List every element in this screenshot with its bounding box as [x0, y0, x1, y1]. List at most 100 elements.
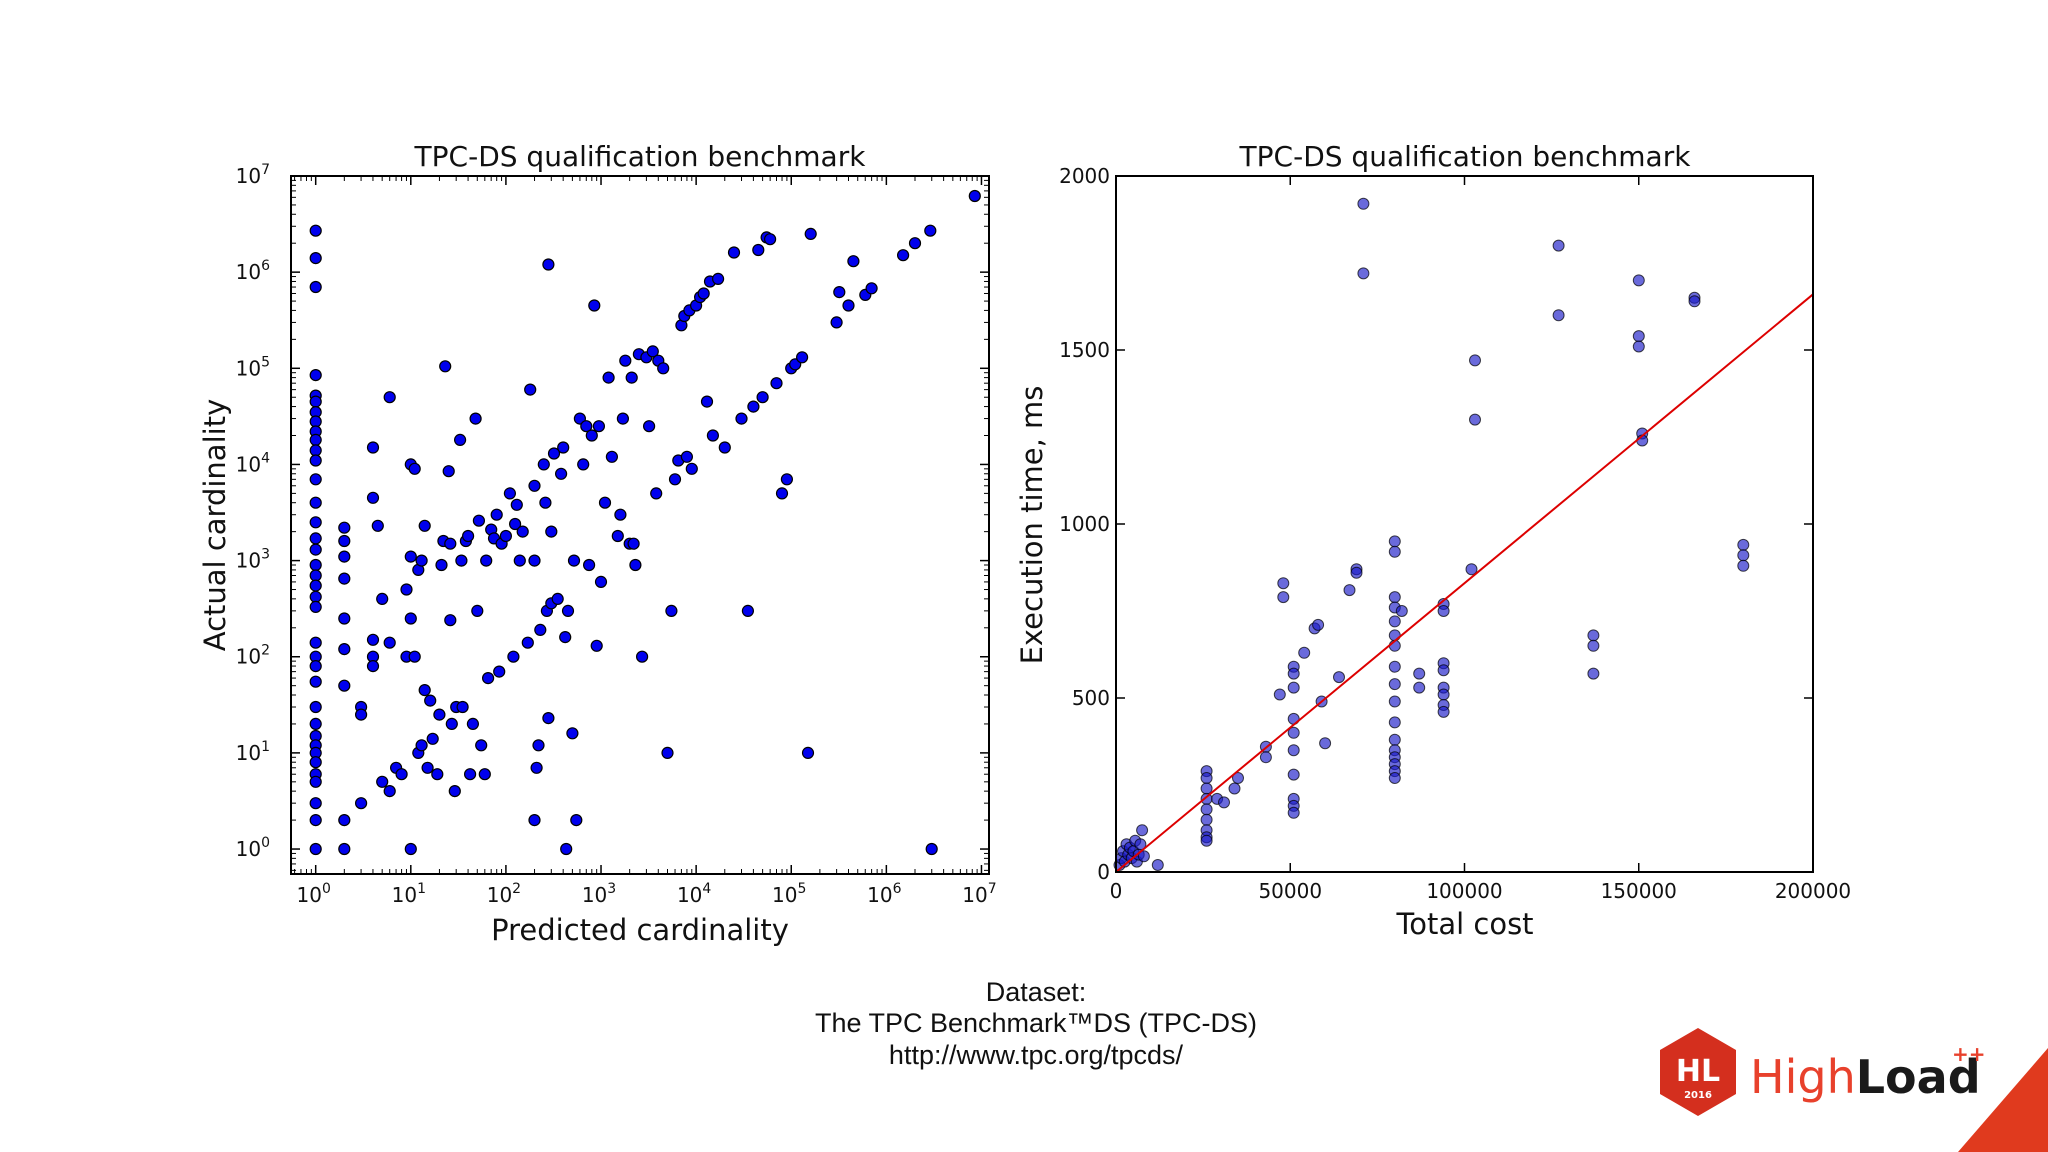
left-x-axis-label: Predicted cardinality [491, 913, 789, 947]
left-data-point [309, 444, 322, 457]
left-data-point [539, 496, 552, 509]
cardinality-scatter-chart: TPC-DS qualification benchmark 100 101 102… [198, 140, 997, 947]
right-data-point [1413, 681, 1426, 694]
right-data-point [1200, 772, 1213, 784]
left-data-point [338, 679, 351, 692]
right-data-point [1737, 559, 1750, 572]
highload-logo: HL 2016 HighLoad ++ [1660, 1028, 2048, 1152]
left-data-point [605, 450, 619, 463]
right-data-point [1437, 605, 1450, 617]
left-data-point [561, 604, 575, 618]
right-x-tick-label: 0 [1110, 879, 1123, 903]
left-data-point [309, 700, 322, 714]
left-data-point [580, 420, 593, 433]
right-chart-title: TPC-DS qualification benchmark [1239, 140, 1692, 173]
right-data-point [1287, 744, 1300, 757]
left-data-point [309, 369, 322, 382]
left-data-point [770, 377, 783, 390]
left-data-point [469, 412, 482, 425]
left-data-point [499, 529, 512, 543]
right-data-point [1200, 782, 1213, 795]
left-data-point [763, 233, 777, 246]
left-data-point [775, 487, 789, 500]
left-data-point [415, 739, 428, 752]
left-y-tick-label: 106 [236, 258, 270, 284]
left-data-point [309, 433, 322, 446]
left-data-point [418, 683, 431, 697]
left-data-point [376, 592, 389, 606]
right-data-point [1357, 197, 1370, 210]
left-data-point [534, 623, 547, 637]
left-data-point [567, 554, 581, 567]
left-data-point [542, 258, 555, 271]
right-x-tick-label: 150000 [1601, 879, 1677, 903]
right-data-point [1287, 667, 1300, 680]
right-data-point [1200, 803, 1213, 816]
left-data-point [528, 479, 541, 492]
left-data-point [611, 529, 624, 543]
left-data-point [801, 746, 815, 760]
left-data-point [408, 650, 421, 663]
left-data-point [735, 412, 748, 425]
left-data-point [309, 415, 322, 428]
left-data-point [804, 227, 817, 240]
left-data-point [338, 842, 351, 856]
left-data-point [642, 420, 656, 433]
right-data-point [1218, 796, 1230, 809]
right-data-point [1632, 340, 1645, 353]
left-data-point [445, 717, 458, 731]
right-data-point [1388, 545, 1401, 558]
left-data-point [560, 842, 573, 856]
right-data-point [1437, 664, 1450, 677]
left-data-point [444, 614, 457, 627]
left-data-point [566, 727, 579, 740]
left-data-point [508, 517, 522, 531]
right-points-layer [1113, 197, 1750, 871]
left-data-point [338, 572, 351, 585]
left-data-point [482, 671, 495, 685]
left-data-point [309, 516, 322, 529]
left-data-point [559, 630, 572, 644]
logo-word-light: High [1750, 1050, 1856, 1104]
left-data-point [619, 354, 632, 367]
left-data-point [444, 537, 457, 550]
left-points-layer [309, 189, 981, 856]
left-data-point [547, 447, 561, 460]
left-y-tick-label: 104 [236, 450, 270, 476]
left-data-point [309, 252, 322, 265]
right-ticks-layer: 0 50000 100000 150000 200000 0 500 1000 1500 2000 [1059, 164, 1851, 903]
left-data-point [718, 441, 731, 454]
right-y-tick-label: 1000 [1059, 512, 1110, 536]
right-data-point [1437, 705, 1450, 718]
left-data-point [309, 842, 322, 856]
left-data-point [404, 842, 417, 856]
right-y-tick-label: 500 [1072, 686, 1110, 710]
left-data-point [896, 249, 910, 262]
right-data-point [1413, 667, 1426, 680]
left-data-point [309, 543, 322, 556]
left-data-point [711, 272, 725, 285]
left-data-point [455, 554, 468, 567]
left-data-point [338, 642, 351, 656]
left-data-point [592, 420, 606, 433]
right-data-point [1587, 639, 1600, 652]
left-data-point [471, 604, 484, 618]
left-data-point [616, 412, 630, 425]
right-data-point [1273, 688, 1286, 701]
left-data-point [415, 554, 428, 567]
logo-badge-year: 2016 [1684, 1090, 1712, 1101]
left-data-point [554, 467, 568, 480]
right-data-point [1287, 806, 1300, 819]
right-data-point [1388, 678, 1401, 691]
left-data-point [404, 550, 417, 563]
right-data-point [1388, 772, 1401, 784]
left-data-point [309, 590, 322, 603]
left-y-tick-label: 105 [236, 354, 270, 380]
right-data-point [1259, 751, 1272, 764]
right-data-point [1469, 354, 1481, 367]
left-data-point [545, 525, 558, 538]
left-data-point [371, 519, 384, 532]
left-data-point [537, 458, 550, 471]
left-data-point [383, 391, 396, 404]
left-data-point [685, 462, 698, 475]
